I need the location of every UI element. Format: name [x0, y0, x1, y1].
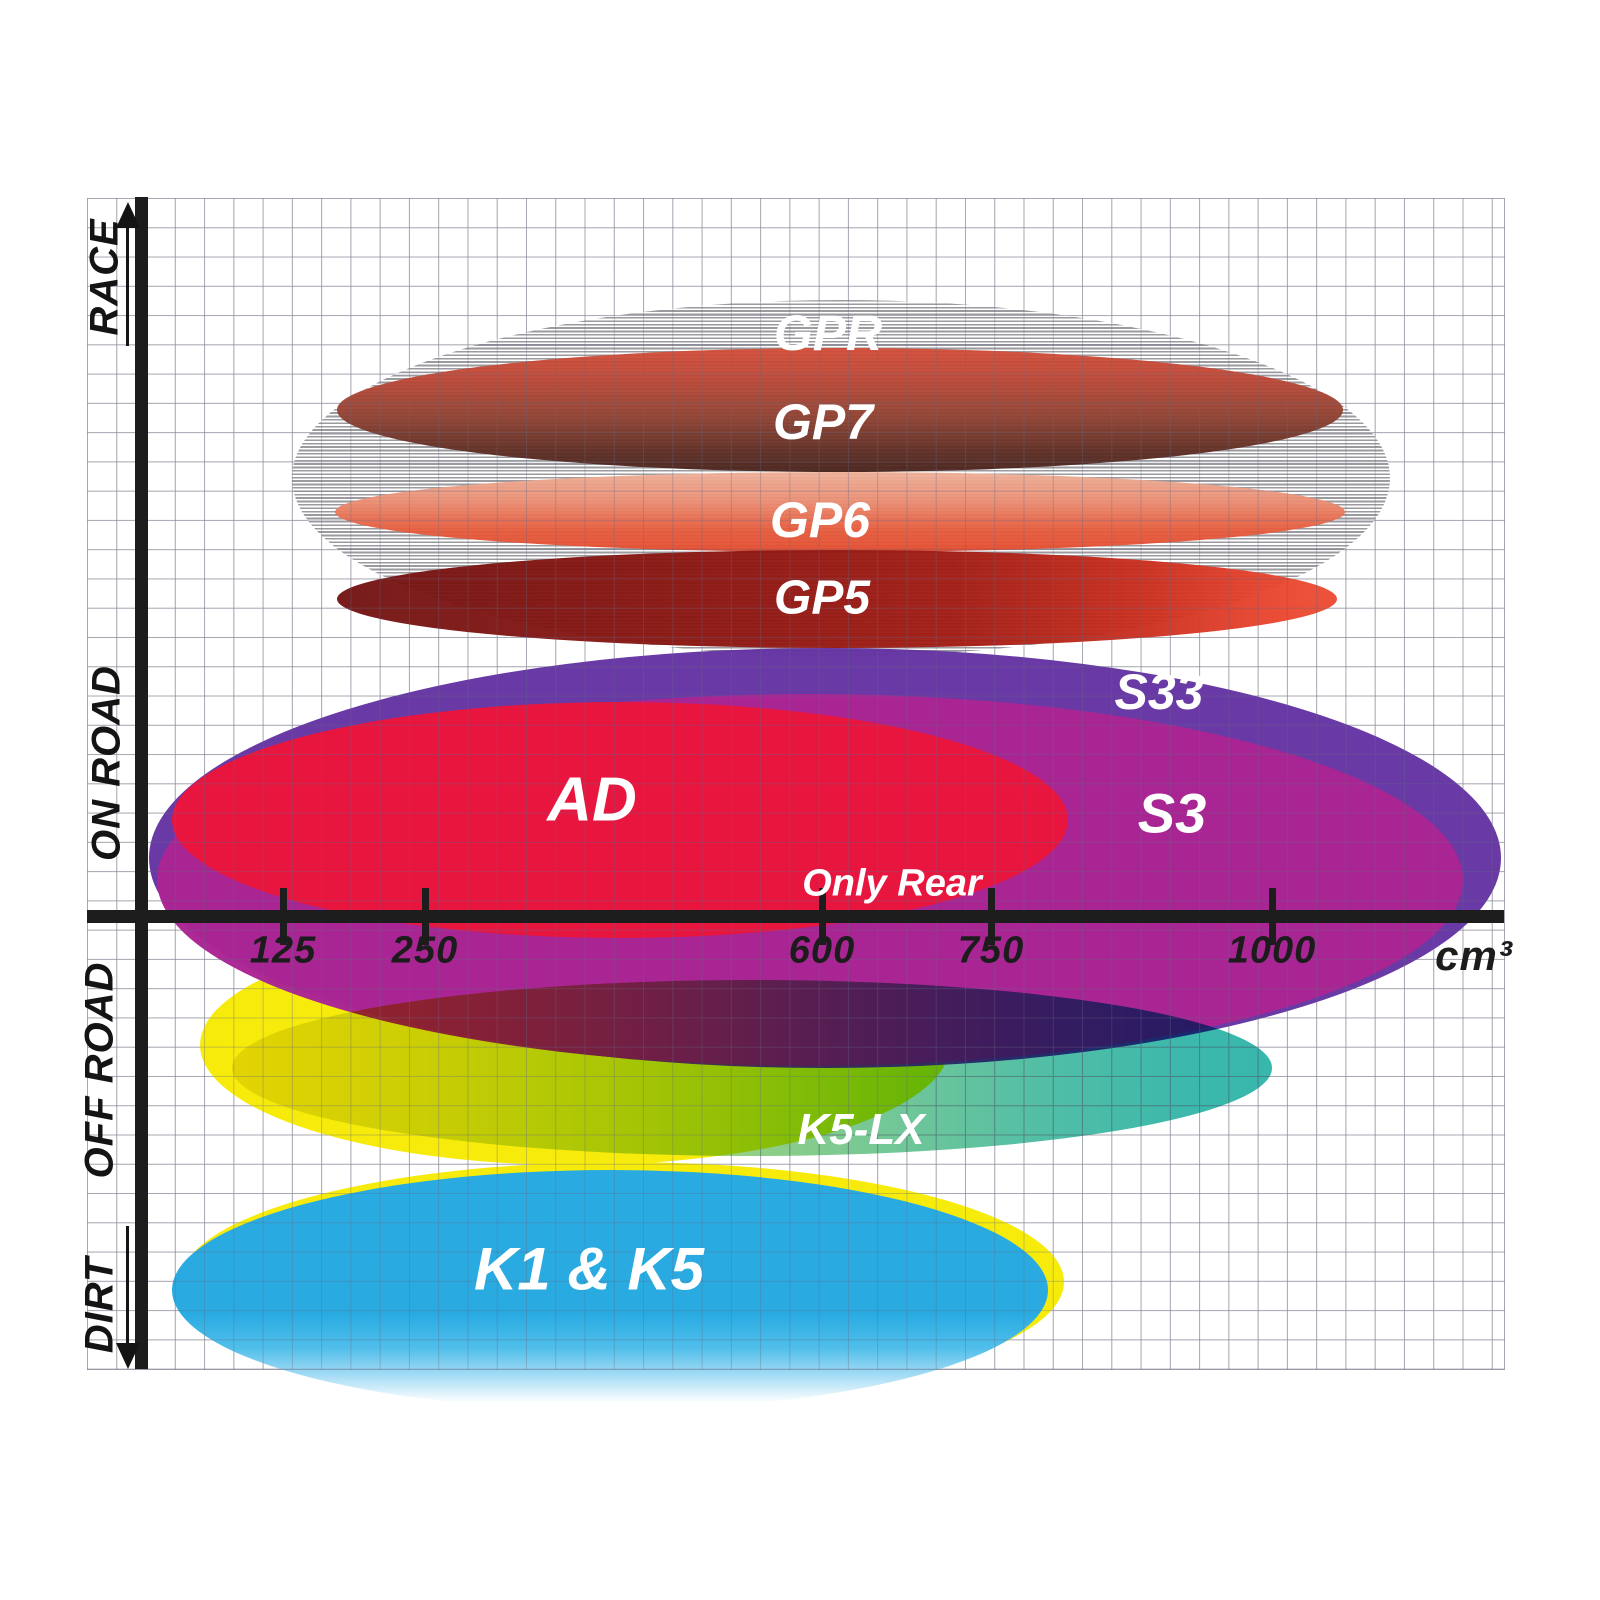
x-tick-label-125: 125 — [249, 929, 317, 972]
y-zone-label-on-road: ON ROAD — [84, 665, 129, 861]
x-tick-label-600: 600 — [788, 929, 856, 972]
region-k1k5-label: K1 & K5 — [473, 1235, 705, 1303]
x-axis-unit-label: cm³ — [1435, 932, 1513, 979]
y-zone-label-off-road: OFF ROAD — [77, 961, 122, 1179]
y-zone-label-dirt: DIRT — [77, 1256, 122, 1354]
region-gp5-ellipse — [337, 550, 1337, 648]
y-axis-line — [135, 197, 148, 1369]
region-gp7-ellipse — [337, 348, 1343, 472]
only-rear-annotation: Only Rear — [802, 862, 982, 905]
y-zone-label-race: RACE — [82, 218, 127, 336]
x-tick-label-750: 750 — [957, 929, 1025, 972]
dirt-down-arrow-icon — [116, 1343, 140, 1369]
region-gp5-label: GP5 — [773, 571, 871, 625]
x-tick-label-1000: 1000 — [1227, 929, 1317, 972]
x-tick-label-250: 250 — [391, 929, 459, 972]
region-ad-ellipse — [172, 702, 1068, 938]
region-k5lx-label: K5-LX — [797, 1105, 925, 1154]
x-tick-750 — [988, 888, 995, 945]
x-tick-600 — [819, 888, 826, 945]
region-gp6-label: GP6 — [769, 492, 871, 548]
x-tick-1000 — [1269, 888, 1276, 945]
region-gp7-label: GP7 — [772, 394, 874, 450]
x-axis-line — [87, 910, 1504, 923]
region-k5lx-ellipse — [232, 980, 1272, 1156]
region-gpr-label: GPR — [773, 305, 883, 361]
dirt-arrow-shaft — [126, 1226, 129, 1344]
region-gp6-ellipse — [335, 472, 1345, 552]
x-tick-250 — [422, 888, 429, 945]
x-tick-125 — [280, 888, 287, 945]
region-ad-label: AD — [547, 765, 637, 835]
region-k1k5-ellipse — [172, 1170, 1048, 1410]
region-s33-label: S33 — [1114, 664, 1204, 720]
race-arrow-shaft — [126, 226, 129, 346]
race-up-arrow-icon — [116, 202, 140, 228]
region-s3-label: S3 — [1137, 781, 1207, 845]
